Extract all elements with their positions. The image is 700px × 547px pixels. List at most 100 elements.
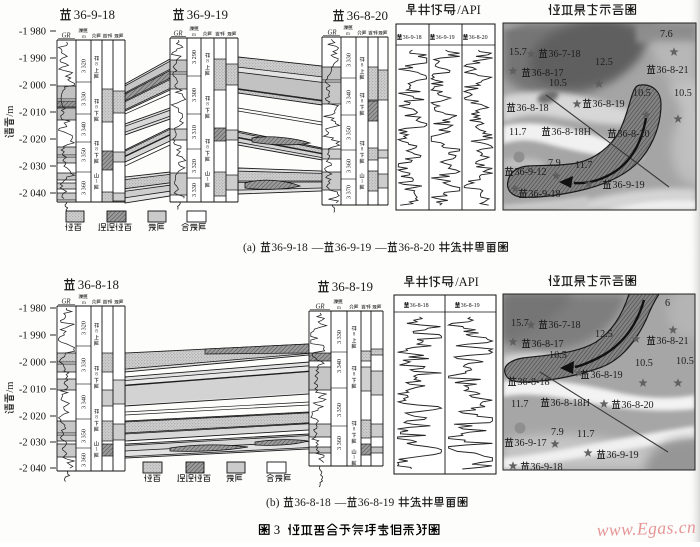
svg-text:36-8-18: 36-8-18 bbox=[517, 377, 549, 388]
svg-text:10.5: 10.5 bbox=[635, 358, 653, 369]
svg-text:36-8-17: 36-8-17 bbox=[531, 68, 563, 79]
svg-text:/API: /API bbox=[457, 3, 481, 17]
svg-text:36-8-18: 36-8-18 bbox=[410, 303, 429, 309]
svg-text:8: 8 bbox=[206, 145, 209, 151]
svg-text:/m: /m bbox=[5, 382, 16, 393]
svg-text:36-9-18: 36-9-18 bbox=[74, 7, 115, 22]
svg-text:36-8-20: 36-8-20 bbox=[347, 8, 388, 23]
svg-text:1: 1 bbox=[353, 455, 356, 461]
svg-text:-2 000: -2 000 bbox=[19, 358, 46, 369]
svg-text:-2 000: -2 000 bbox=[19, 81, 46, 92]
svg-text:36-8-18: 36-8-18 bbox=[78, 277, 119, 292]
svg-text:10.5: 10.5 bbox=[633, 88, 651, 99]
svg-text:36-9-19: 36-9-19 bbox=[335, 242, 372, 254]
svg-text:-2 020: -2 020 bbox=[19, 135, 46, 146]
svg-text:36-8-21: 36-8-21 bbox=[656, 65, 688, 76]
svg-text:11.7: 11.7 bbox=[509, 127, 526, 138]
svg-text:-1 980: -1 980 bbox=[19, 27, 46, 38]
svg-text:3 320: 3 320 bbox=[81, 59, 88, 73]
svg-text:36-8-19: 36-8-19 bbox=[592, 99, 624, 110]
svg-text:36-8-19: 36-8-19 bbox=[590, 370, 622, 381]
svg-text:36-9-19: 36-9-19 bbox=[606, 450, 638, 461]
svg-text:—: — bbox=[374, 242, 387, 254]
svg-text:12.5: 12.5 bbox=[595, 329, 613, 340]
svg-text:7.6: 7.6 bbox=[660, 29, 673, 40]
svg-text:-2 020: -2 020 bbox=[19, 412, 46, 423]
svg-text:8: 8 bbox=[361, 63, 364, 69]
svg-text:(b): (b) bbox=[266, 497, 280, 509]
svg-text:10.5: 10.5 bbox=[676, 356, 694, 367]
svg-text:www.Egas.cn: www.Egas.cn bbox=[596, 517, 696, 540]
svg-text:3 360: 3 360 bbox=[346, 159, 353, 173]
svg-text:GR: GR bbox=[61, 33, 71, 40]
svg-text:m: m bbox=[337, 306, 341, 311]
svg-text:36-8-19: 36-8-19 bbox=[332, 279, 373, 294]
svg-text:15.7: 15.7 bbox=[511, 318, 529, 329]
svg-text:36-8-21: 36-8-21 bbox=[656, 336, 688, 347]
svg-text:3 330: 3 330 bbox=[81, 358, 88, 372]
svg-text:3 340: 3 340 bbox=[81, 395, 88, 409]
svg-text:36-8-18H: 36-8-18H bbox=[550, 398, 590, 409]
svg-text:8: 8 bbox=[95, 62, 98, 68]
svg-text:3 360: 3 360 bbox=[81, 181, 88, 195]
svg-text:36-8-18: 36-8-18 bbox=[294, 497, 331, 509]
svg-text:3 350: 3 350 bbox=[81, 148, 88, 162]
svg-text:10.5: 10.5 bbox=[674, 88, 692, 99]
svg-text:3 340: 3 340 bbox=[336, 359, 343, 373]
svg-text:1: 1 bbox=[95, 447, 98, 453]
svg-text:m: m bbox=[346, 32, 350, 37]
svg-text:3: 3 bbox=[274, 523, 280, 537]
svg-text:3 330: 3 330 bbox=[191, 183, 198, 197]
svg-text:m: m bbox=[192, 33, 196, 38]
svg-text:7.9: 7.9 bbox=[551, 427, 564, 438]
svg-text:8: 8 bbox=[95, 105, 98, 111]
svg-text:8: 8 bbox=[353, 332, 356, 338]
svg-text:36-9-19: 36-9-19 bbox=[612, 180, 644, 191]
svg-text:-2 040: -2 040 bbox=[19, 464, 46, 475]
svg-text:3 290: 3 290 bbox=[191, 50, 198, 64]
svg-text:3 320: 3 320 bbox=[81, 321, 88, 335]
svg-text:3 360: 3 360 bbox=[336, 436, 343, 450]
svg-text:-2 040: -2 040 bbox=[19, 189, 46, 200]
svg-text:3 340: 3 340 bbox=[81, 122, 88, 136]
svg-text:3 360: 3 360 bbox=[81, 453, 88, 467]
svg-text:36-7-18: 36-7-18 bbox=[548, 49, 580, 60]
svg-text:11.7: 11.7 bbox=[575, 160, 592, 171]
svg-text:3 300: 3 300 bbox=[191, 88, 198, 102]
svg-text:36-8-19: 36-8-19 bbox=[358, 497, 395, 509]
svg-text:6: 6 bbox=[665, 298, 670, 309]
svg-text:GR: GR bbox=[61, 299, 71, 306]
svg-text:36-8-18: 36-8-18 bbox=[516, 103, 548, 114]
svg-text:3 330: 3 330 bbox=[336, 330, 343, 344]
svg-text:-2 010: -2 010 bbox=[19, 385, 46, 396]
svg-text:-1 980: -1 980 bbox=[19, 304, 46, 315]
svg-text:36-9-18: 36-9-18 bbox=[403, 35, 422, 41]
svg-text:8: 8 bbox=[361, 147, 364, 153]
svg-text:11.7: 11.7 bbox=[511, 399, 528, 410]
svg-text:(a): (a) bbox=[243, 242, 256, 254]
svg-text:-2 030: -2 030 bbox=[19, 162, 46, 173]
svg-text:m: m bbox=[82, 35, 86, 40]
svg-text:7.9: 7.9 bbox=[548, 158, 561, 169]
svg-text:36-8-17: 36-8-17 bbox=[531, 339, 563, 350]
svg-text:36-9-19: 36-9-19 bbox=[187, 7, 228, 22]
svg-text:36-8-20: 36-8-20 bbox=[398, 242, 435, 254]
svg-text:8: 8 bbox=[361, 99, 364, 105]
svg-text:15.7: 15.7 bbox=[509, 47, 527, 58]
svg-text:3 350: 3 350 bbox=[346, 126, 353, 140]
svg-text:3 370: 3 370 bbox=[346, 185, 353, 199]
svg-text:36-9-18: 36-9-18 bbox=[528, 189, 560, 200]
svg-text:8: 8 bbox=[206, 59, 209, 65]
svg-text:36-9-19: 36-9-19 bbox=[436, 35, 455, 41]
svg-text:36-9-18: 36-9-18 bbox=[271, 242, 308, 254]
svg-text:/API: /API bbox=[455, 275, 479, 289]
svg-text:GR: GR bbox=[315, 304, 325, 311]
svg-text:11.7: 11.7 bbox=[577, 429, 594, 440]
svg-text:8: 8 bbox=[95, 372, 98, 378]
svg-text:/m: /m bbox=[5, 106, 16, 117]
svg-text:36-8-20: 36-8-20 bbox=[469, 35, 488, 41]
svg-text:-2 030: -2 030 bbox=[19, 438, 46, 449]
svg-text:1: 1 bbox=[95, 179, 98, 185]
svg-text:12.5: 12.5 bbox=[595, 57, 613, 68]
svg-text:8: 8 bbox=[353, 427, 356, 433]
